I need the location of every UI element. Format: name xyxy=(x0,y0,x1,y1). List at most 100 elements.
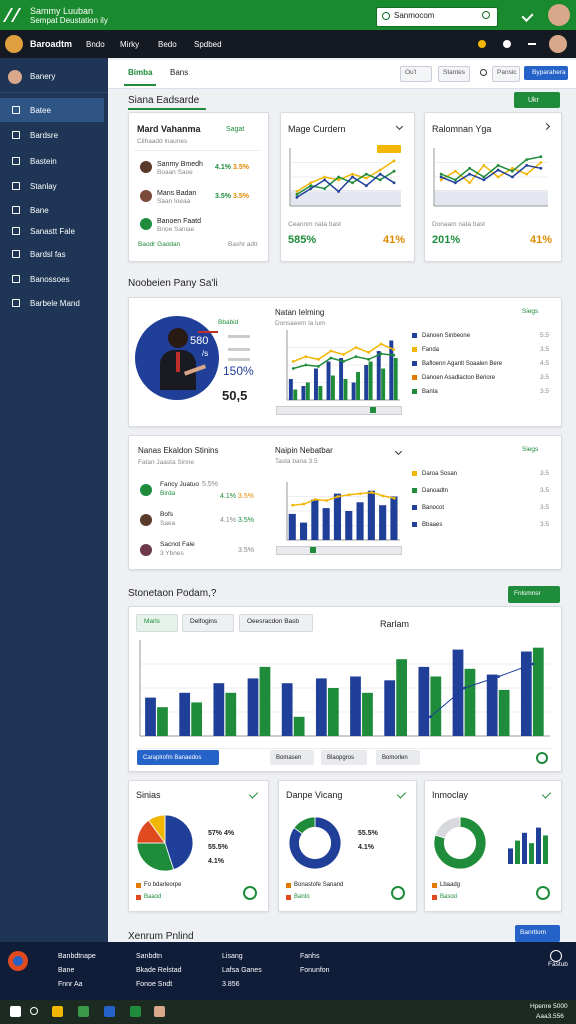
footer-link[interactable]: Fnnr Aa xyxy=(58,981,83,988)
row-detail: Saea xyxy=(160,520,176,527)
footer-link[interactable]: 3.856 xyxy=(222,981,240,988)
taskbar-icon[interactable] xyxy=(104,1006,115,1017)
summary-label: 4.1% xyxy=(358,844,374,851)
section-title: Siana Eadsarde xyxy=(128,95,200,106)
line-series xyxy=(296,173,395,198)
footer-link[interactable]: Bkade Relstad xyxy=(136,967,182,974)
line-point xyxy=(392,159,396,163)
line-point xyxy=(367,358,371,361)
chart-tab[interactable] xyxy=(239,614,313,632)
footer-link[interactable]: Lisang xyxy=(222,953,243,960)
sidebar-icon xyxy=(12,106,20,114)
bar xyxy=(515,840,520,864)
legend-value: 3.5 xyxy=(540,388,550,395)
search-glass[interactable] xyxy=(482,11,490,19)
card-subtitle: Fatan Jaasta Sinne xyxy=(138,459,195,466)
taskbar-icon[interactable] xyxy=(154,1006,165,1017)
profile-lines xyxy=(228,335,250,338)
footer-link[interactable]: Banbdtnape xyxy=(58,953,96,960)
toolbar-search[interactable] xyxy=(480,69,487,76)
footer-badge[interactable] xyxy=(243,886,257,900)
line-point xyxy=(468,172,472,176)
footer-link[interactable]: Bane xyxy=(58,967,75,974)
slice xyxy=(433,816,487,870)
footer-badge[interactable] xyxy=(536,886,550,900)
section-button[interactable] xyxy=(514,92,560,108)
toolbar-label: Pansic xyxy=(497,69,517,76)
footer-link[interactable]: Lafsa Ganes xyxy=(222,967,262,974)
sidebar-item[interactable]: Stanlay xyxy=(30,182,57,191)
bar xyxy=(356,372,361,400)
section-button[interactable] xyxy=(508,586,560,603)
line-point xyxy=(439,175,443,179)
toolbar-button[interactable] xyxy=(438,66,470,82)
card-metric: 41% xyxy=(530,234,553,246)
toolbar-primary[interactable] xyxy=(524,66,568,80)
nav-link[interactable]: Bedo xyxy=(158,40,177,49)
bar xyxy=(486,674,498,736)
line-series xyxy=(440,155,542,181)
line-point xyxy=(347,493,351,497)
sidebar-item[interactable]: Bardsl fas xyxy=(30,250,66,259)
chart-tab-label: Marls xyxy=(144,618,160,625)
chart-subtitle: Donsaeem la lum xyxy=(275,320,326,327)
nav-link[interactable]: Spdbed xyxy=(194,40,222,49)
line-point xyxy=(304,363,308,367)
sidebar-item[interactable]: Banossoes xyxy=(30,275,70,284)
bar xyxy=(247,678,259,736)
line-point xyxy=(392,348,396,351)
footer-badge[interactable] xyxy=(391,886,405,900)
footer-link[interactable]: Fonoe Sndt xyxy=(136,981,173,988)
sidebar-item[interactable]: Bane xyxy=(30,206,49,215)
section-button-label: Ukr xyxy=(528,97,539,104)
nav-icon[interactable] xyxy=(528,43,536,45)
toolbar-label: Ou'l xyxy=(405,69,417,76)
sidebar-item[interactable]: Sanastt Fale xyxy=(30,227,75,236)
tab[interactable]: Bans xyxy=(170,68,189,77)
footer-link[interactable]: Sanbdtn xyxy=(136,953,163,960)
footer-button[interactable] xyxy=(137,750,219,765)
footer-button[interactable] xyxy=(270,750,314,765)
bar xyxy=(536,827,541,864)
taskbar-search[interactable] xyxy=(30,1007,38,1015)
taskbar-icon[interactable] xyxy=(52,1006,63,1017)
bar xyxy=(318,386,323,400)
tab[interactable]: Bimba xyxy=(128,68,153,77)
sidebar-item[interactable]: Bardsre xyxy=(30,131,59,140)
search-box[interactable] xyxy=(376,7,498,27)
taskbar-date: Aaa3.556 xyxy=(536,1013,564,1020)
taskbar-icon[interactable] xyxy=(10,1006,21,1017)
nav-link[interactable]: Bndo xyxy=(86,40,105,49)
legend-badge: Siegs xyxy=(522,308,539,315)
taskbar-icon[interactable] xyxy=(130,1006,141,1017)
sidebar-item[interactable]: Batee xyxy=(30,106,51,115)
toolbar-button[interactable] xyxy=(492,66,520,82)
sidebar-item[interactable]: Bastein xyxy=(30,157,57,166)
line-point xyxy=(354,346,358,349)
line-point xyxy=(496,175,500,179)
section-button[interactable] xyxy=(515,925,560,942)
line-point xyxy=(364,184,368,188)
card-footer: Basod xyxy=(440,894,458,900)
line-point xyxy=(392,169,396,173)
chart-tab[interactable] xyxy=(136,614,178,632)
footer-link[interactable]: Fanhs xyxy=(300,953,320,960)
sidebar-item[interactable]: Barbele Mand xyxy=(30,299,80,308)
footer-link[interactable]: Fonunfon xyxy=(300,967,330,974)
bar xyxy=(522,832,527,864)
footer-button[interactable] xyxy=(376,750,420,765)
chart-tab-label: Oeesracdon Basb xyxy=(247,618,300,625)
line-series xyxy=(430,663,534,718)
chart-tab[interactable] xyxy=(182,614,234,632)
sidebar-icon xyxy=(12,157,20,165)
nav-brand[interactable]: Baroadtm xyxy=(30,39,73,49)
legend-swatch xyxy=(412,522,417,527)
toolbar-button[interactable] xyxy=(400,66,432,82)
legend-value: 3.5 xyxy=(540,504,550,511)
line-point xyxy=(463,686,466,690)
footer-button[interactable] xyxy=(321,750,367,765)
nav-link[interactable]: Mirky xyxy=(120,40,140,49)
status-dot[interactable] xyxy=(536,752,548,764)
taskbar-icon[interactable] xyxy=(78,1006,89,1017)
card-footer: Lbaadg xyxy=(440,882,461,888)
